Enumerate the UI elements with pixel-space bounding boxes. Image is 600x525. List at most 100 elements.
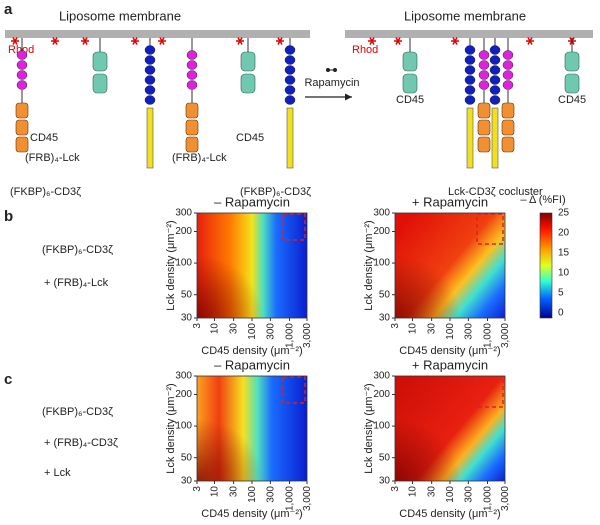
domain [16, 80, 28, 90]
cd45-domain [402, 73, 418, 94]
map-title: – Rapamycin [214, 357, 290, 372]
protein-label: CD45 [30, 132, 58, 144]
cd3-tail [491, 107, 499, 169]
membrane-title: Liposome membrane [59, 8, 181, 23]
domain [284, 65, 296, 75]
x-tick-label: 300 [463, 486, 474, 503]
cd45-domain [240, 51, 256, 72]
condition-label: (FKBP)₆-CD3ζ [42, 244, 113, 256]
heatmap-shade [197, 213, 307, 318]
x-tick-label: 3 [192, 486, 203, 492]
panel-label: a [4, 1, 13, 18]
y-tick-label: 200 [373, 389, 390, 400]
x-tick-label: 100 [445, 486, 456, 503]
domain [284, 45, 296, 55]
domain [144, 85, 156, 95]
x-tick-label: 30 [427, 323, 438, 335]
colorbar-tick-label: 25 [558, 208, 570, 219]
domain [502, 50, 514, 60]
y-tick-label: 30 [181, 476, 193, 487]
domain [464, 65, 476, 75]
domain [464, 45, 476, 55]
y-tick-label: 200 [373, 226, 390, 237]
membrane [5, 30, 310, 38]
domain [489, 85, 501, 95]
x-tick-label: 1,000 [285, 323, 296, 348]
lck-domain [501, 102, 515, 119]
domain [144, 45, 156, 55]
x-tick-label: 30 [229, 323, 240, 335]
domain [186, 50, 198, 60]
domain [464, 95, 476, 105]
rhodamine [52, 37, 58, 45]
domain [284, 75, 296, 85]
x-tick-label: 300 [265, 323, 276, 340]
y-axis-label: Lck density (μm⁻²) [363, 383, 375, 473]
x-tick-label: 100 [247, 486, 258, 503]
drug-label: Rapamycin [304, 77, 359, 89]
domain [502, 70, 514, 80]
lck-domain [15, 136, 29, 153]
y-tick-label: 300 [373, 371, 390, 382]
domain [144, 65, 156, 75]
domain [16, 60, 28, 70]
cd3-tail [286, 107, 294, 169]
domain [144, 55, 156, 65]
condition-label: + Lck [44, 467, 71, 479]
protein-label: (FKBP)₆-CD3ζ [240, 186, 311, 198]
condition-label: (FKBP)₆-CD3ζ [42, 406, 113, 418]
domain [489, 75, 501, 85]
colorbar [539, 212, 553, 319]
cd45-domain [564, 51, 580, 72]
lck-domain [185, 136, 199, 153]
x-tick-label: 3,000 [302, 323, 313, 348]
cd45-domain [92, 51, 108, 72]
condition-label: + (FRB)₄-Lck [44, 277, 109, 289]
domain [284, 55, 296, 65]
x-tick-label: 3 [390, 323, 401, 329]
cd45-domain [92, 73, 108, 94]
lck-domain [477, 136, 491, 153]
x-axis-label: CD45 density (μm⁻²) [399, 508, 500, 520]
lck-domain [185, 119, 199, 136]
domain [16, 70, 28, 80]
rhodamine [237, 37, 243, 45]
heatmap-shade [197, 376, 307, 481]
y-tick-label: 300 [175, 371, 192, 382]
rhodamine [159, 37, 165, 45]
x-tick-label: 30 [427, 486, 438, 498]
highlight-box [282, 213, 306, 241]
y-tick-label: 50 [181, 452, 193, 463]
lck-domain [477, 119, 491, 136]
y-axis-label: Lck density (μm⁻²) [165, 220, 177, 310]
protein-label: (FRB)₄-Lck [25, 152, 80, 164]
y-tick-label: 100 [373, 258, 390, 269]
rhod-label: Rhod [8, 44, 34, 56]
membrane [345, 30, 593, 38]
x-tick-label: 300 [463, 323, 474, 340]
x-tick-label: 30 [229, 486, 240, 498]
map-title: + Rapamycin [412, 357, 488, 372]
cd45-domain [240, 73, 256, 94]
x-tick-label: 1,000 [285, 486, 296, 511]
domain [186, 80, 198, 90]
y-axis-label: Lck density (μm⁻²) [363, 220, 375, 310]
domain [464, 55, 476, 65]
rhodamine [132, 37, 138, 45]
domain [284, 85, 296, 95]
colorbar-tick-label: 20 [558, 228, 570, 239]
y-tick-label: 50 [181, 289, 193, 300]
protein-label: CD45 [236, 132, 264, 144]
y-tick-label: 100 [373, 421, 390, 432]
rhodamine [277, 37, 283, 45]
heatmap-shade [395, 213, 505, 318]
rhodamine [369, 37, 375, 45]
y-tick-label: 30 [181, 313, 193, 324]
x-tick-label: 3,000 [500, 323, 511, 348]
y-tick-label: 100 [175, 421, 192, 432]
x-tick-label: 3 [390, 486, 401, 492]
heatmap-shade [395, 376, 505, 481]
domain [144, 95, 156, 105]
domain [186, 60, 198, 70]
